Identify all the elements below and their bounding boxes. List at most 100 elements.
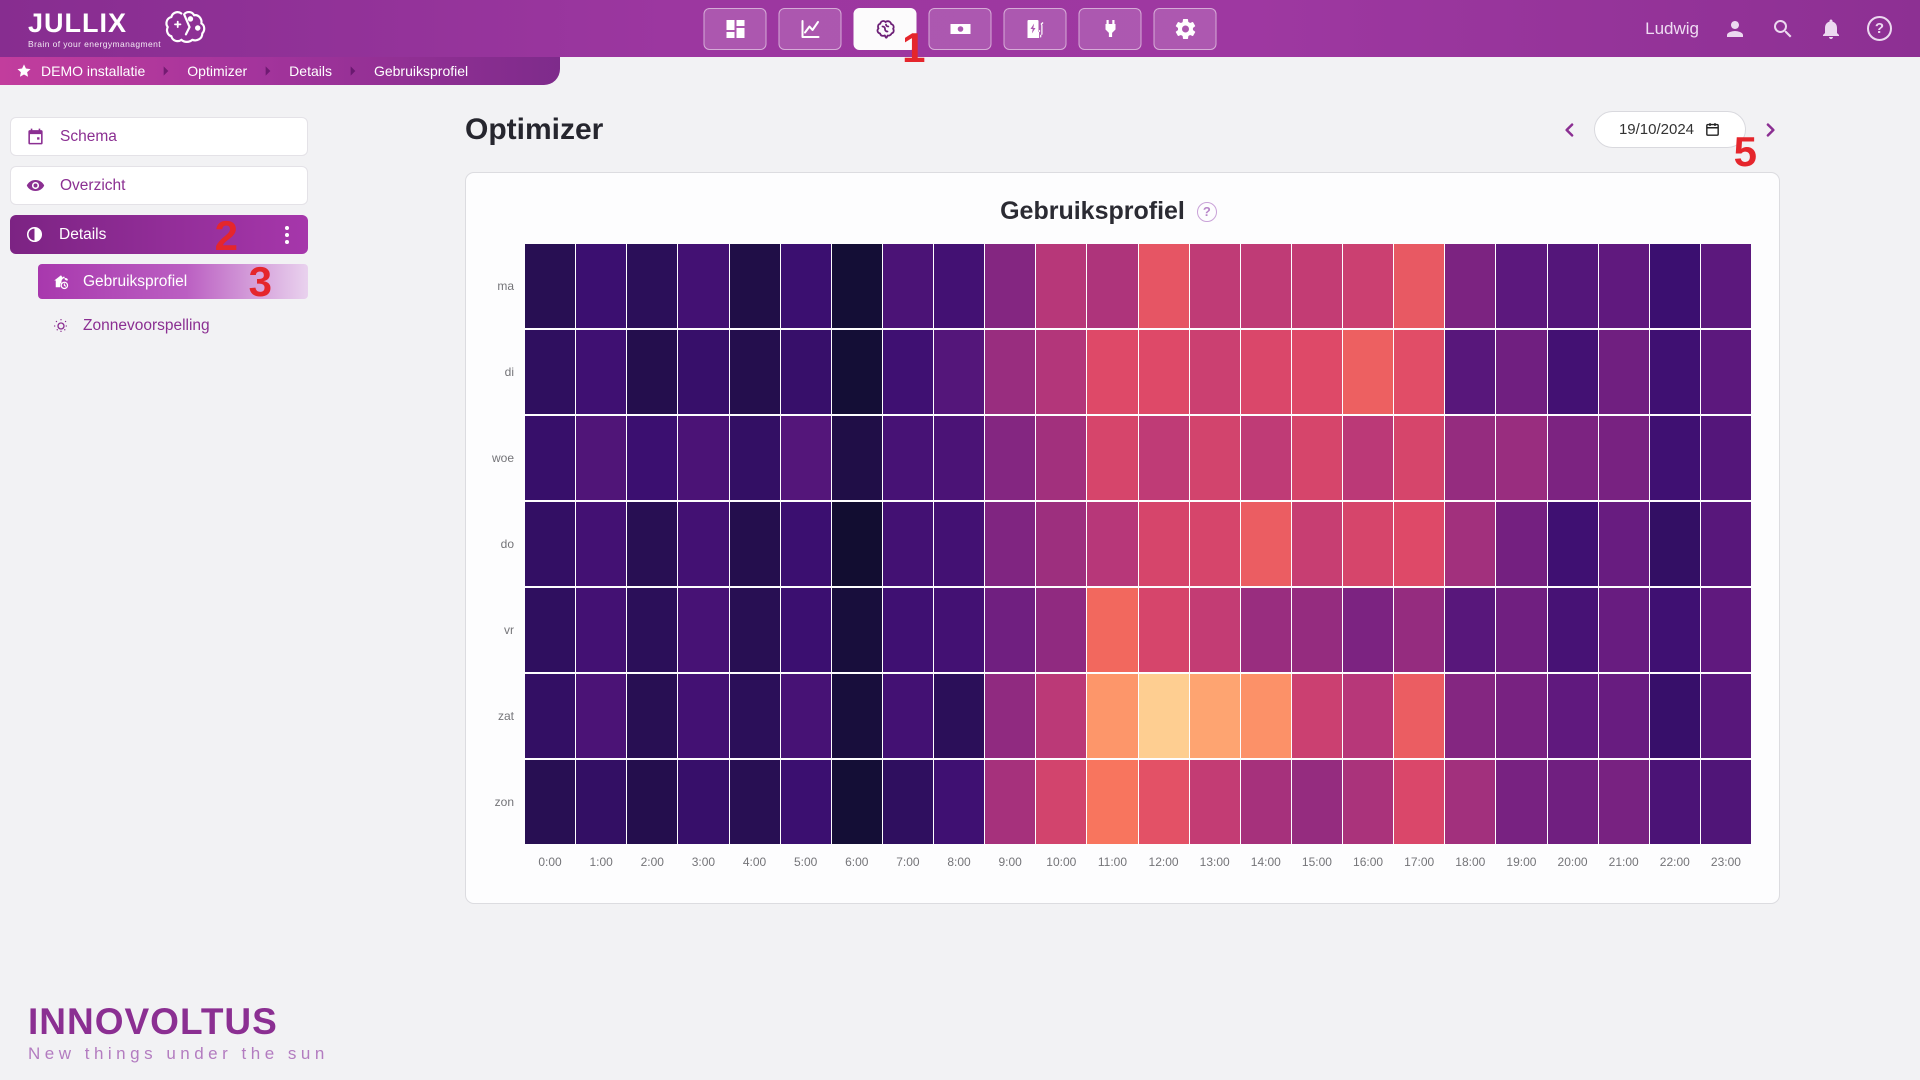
- sidebar: Schema Overzicht Details 2 Gebruiksprofi…: [0, 85, 320, 1080]
- calendar-icon: [1706, 123, 1719, 136]
- heatmap-x-label: 7:00: [896, 855, 920, 869]
- heatmap-cell: [1036, 416, 1087, 500]
- nav-finance-button[interactable]: [928, 8, 992, 50]
- heatmap-cell: [1138, 244, 1189, 328]
- heatmap-cell: [1547, 588, 1598, 672]
- heatmap-cell: [1445, 502, 1496, 586]
- heatmap-cell: [1240, 760, 1291, 844]
- heatmap-y-label: di: [504, 365, 514, 379]
- heatmap-x-label: 11:00: [1097, 855, 1127, 869]
- bell-icon[interactable]: [1819, 17, 1843, 41]
- breadcrumb-item-installation[interactable]: DEMO installatie: [41, 63, 146, 79]
- nav-dashboard-button[interactable]: [703, 8, 767, 50]
- heatmap-y-label: zon: [494, 795, 514, 809]
- heatmap-cell: [882, 588, 933, 672]
- user-icon[interactable]: [1723, 17, 1747, 41]
- heatmap-cell: [1394, 416, 1445, 500]
- heatmap-cell: [985, 760, 1036, 844]
- step-annotation-2: 2: [214, 212, 238, 259]
- heatmap-cell: [1445, 588, 1496, 672]
- dashboard-grid-icon: [726, 20, 744, 38]
- heatmap-cell: [1189, 760, 1240, 844]
- header-user-area: Ludwig ?: [1645, 16, 1892, 41]
- heatmap-cell: [678, 674, 729, 758]
- heatmap-cell: [1087, 760, 1138, 844]
- heatmap-cell: [1343, 244, 1394, 328]
- heatmap-x-label: 12:00: [1148, 855, 1179, 869]
- sidebar-item-zonnevoorspelling[interactable]: Zonnevoorspelling: [38, 308, 308, 343]
- sidebar-item-details[interactable]: Details 2: [10, 212, 308, 259]
- heatmap-cell: [1649, 330, 1700, 414]
- heatmap-y-label: ma: [497, 279, 514, 293]
- heatmap-cell: [678, 416, 729, 500]
- nav-settings-button[interactable]: [1153, 8, 1217, 50]
- sidebar-item-gebruiksprofiel[interactable]: Gebruiksprofiel 3: [38, 261, 308, 303]
- heatmap-cell: [678, 588, 729, 672]
- sidebar-item-label: Schema: [60, 127, 117, 145]
- heatmap-cell: [627, 588, 678, 672]
- heatmap-cell: [1138, 416, 1189, 500]
- nav-optimizer-button[interactable]: 1: [853, 8, 926, 69]
- heatmap-cell: [780, 416, 831, 500]
- banknote-icon: [950, 24, 970, 34]
- heatmap-cell: [1496, 760, 1547, 844]
- heatmap-cell: [1496, 330, 1547, 414]
- search-icon[interactable]: [1771, 17, 1795, 41]
- breadcrumb-item-details[interactable]: Details: [289, 63, 332, 79]
- breadcrumb: DEMO installatie Optimizer Details Gebru…: [0, 57, 560, 85]
- heatmap-cell: [576, 588, 627, 672]
- heatmap-cell: [1036, 502, 1087, 586]
- plug-icon: [1105, 20, 1115, 37]
- heatmap-corner: [466, 846, 524, 882]
- heatmap-cell: [1189, 244, 1240, 328]
- heatmap-cell: [882, 244, 933, 328]
- heatmap-cell: [1087, 588, 1138, 672]
- heatmap-cell: [1598, 244, 1649, 328]
- heatmap-cell: [1547, 760, 1598, 844]
- heatmap-x-label: 16:00: [1353, 855, 1384, 869]
- breadcrumb-item-optimizer[interactable]: Optimizer: [187, 63, 248, 79]
- heatmap-cell: [525, 502, 576, 586]
- heatmap-x-label: 4:00: [742, 855, 767, 869]
- heatmap-cell: [1189, 502, 1240, 586]
- heatmap-cell: [627, 330, 678, 414]
- heatmap-cell: [1394, 244, 1445, 328]
- heatmap-cell: [1087, 330, 1138, 414]
- heatmap-cell: [780, 502, 831, 586]
- heatmap-x-label: 6:00: [845, 855, 869, 869]
- heatmap-cell: [678, 244, 729, 328]
- sidebar-item-overzicht[interactable]: Overzicht: [10, 166, 308, 205]
- heatmap-cell: [1598, 502, 1649, 586]
- brand-tagline: New things under the sun: [28, 1044, 329, 1063]
- chevron-left-icon[interactable]: [1560, 120, 1580, 140]
- gear-icon: [1175, 19, 1195, 40]
- chevron-right-icon[interactable]: [1760, 120, 1780, 140]
- heatmap-cell: [1496, 588, 1547, 672]
- heatmap-x-label: 3:00: [691, 855, 716, 869]
- heatmap-y-label: do: [500, 537, 514, 551]
- user-name: Ludwig: [1645, 18, 1699, 38]
- heatmap-cell: [1240, 244, 1291, 328]
- heatmap-x-label: 23:00: [1710, 855, 1741, 869]
- app-logo-tagline: Brain of your energymanagment: [28, 39, 162, 49]
- date-picker-input[interactable]: 19/10/2024 5: [1594, 111, 1757, 173]
- breadcrumb-item-gebruiksprofiel[interactable]: Gebruiksprofiel: [373, 63, 469, 79]
- chart-help-icon[interactable]: ?: [1196, 201, 1217, 222]
- nav-plug-button[interactable]: [1078, 8, 1142, 50]
- heatmap-cell: [525, 674, 576, 758]
- sidebar-item-schema[interactable]: Schema: [10, 117, 308, 156]
- heatmap-cell: [576, 760, 627, 844]
- heatmap-cell: [1547, 502, 1598, 586]
- heatmap-cell: [1598, 588, 1649, 672]
- heatmap-cell: [1394, 502, 1445, 586]
- heatmap-x-label: 15:00: [1301, 855, 1332, 869]
- nav-charts-button[interactable]: [778, 8, 842, 50]
- heatmap-cell: [1240, 502, 1291, 586]
- nav-ev-charging-button[interactable]: [1003, 8, 1067, 50]
- heatmap-cell: [780, 588, 831, 672]
- heatmap-cell: [525, 244, 576, 328]
- heatmap-x-label: 8:00: [947, 855, 971, 869]
- help-icon[interactable]: ?: [1867, 16, 1892, 41]
- charging-station-icon: [1027, 20, 1043, 38]
- kebab-menu-icon[interactable]: [281, 222, 293, 248]
